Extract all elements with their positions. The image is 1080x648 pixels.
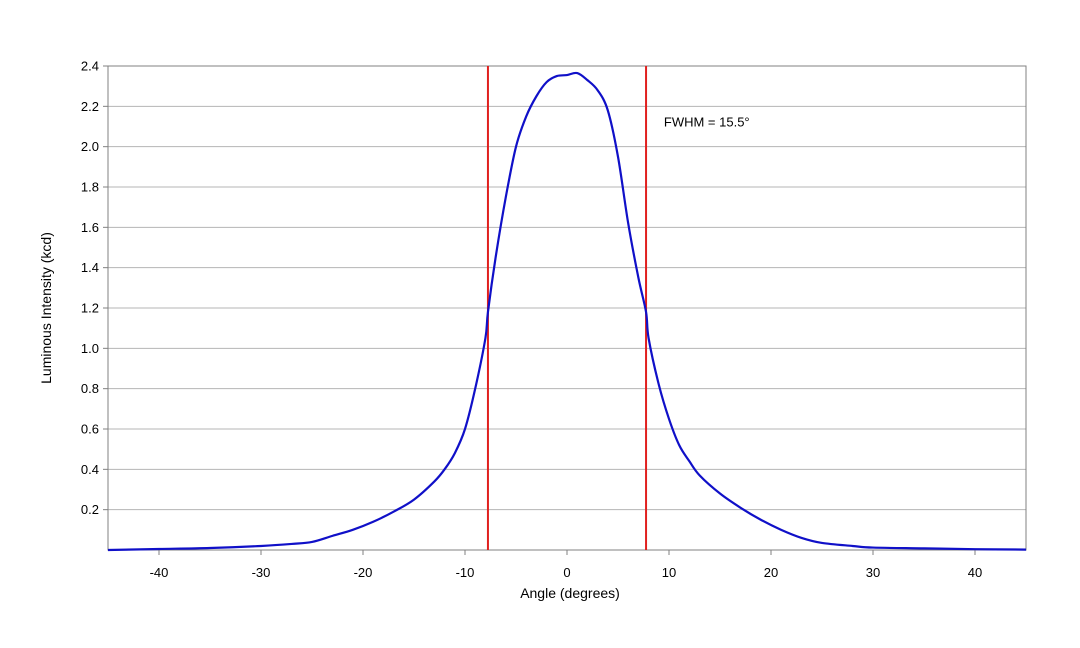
x-tick-label: 10 bbox=[662, 565, 676, 580]
y-axis-title: Luminous Intensity (kcd) bbox=[38, 232, 54, 384]
y-tick-label: 2.2 bbox=[81, 99, 99, 114]
y-tick-label: 0.2 bbox=[81, 502, 99, 517]
y-tick-label: 1.0 bbox=[81, 341, 99, 356]
y-tick-label: 0.4 bbox=[81, 462, 99, 477]
x-axis: -40 -30 -20 -10 0 10 20 30 40 bbox=[150, 550, 982, 580]
y-tick-label: 0.6 bbox=[81, 422, 99, 437]
y-tick-label: 2.4 bbox=[81, 59, 99, 74]
annotations: FWHM = 15.5° bbox=[664, 115, 750, 130]
fwhm-annotation: FWHM = 15.5° bbox=[664, 115, 750, 130]
x-tick-label: 40 bbox=[968, 565, 982, 580]
x-tick-label: -10 bbox=[456, 565, 475, 580]
y-tick-label: 1.2 bbox=[81, 301, 99, 316]
y-axis: 0.2 0.4 0.6 0.8 1.0 1.2 1.4 1.6 1.8 2.0 2.2 2.4 bbox=[81, 59, 108, 517]
x-tick-label: -30 bbox=[252, 565, 271, 580]
x-axis-title: Angle (degrees) bbox=[520, 585, 620, 601]
x-tick-label: -20 bbox=[354, 565, 373, 580]
x-tick-label: -40 bbox=[150, 565, 169, 580]
series-group bbox=[107, 71, 1027, 552]
y-tick-label: 1.4 bbox=[81, 260, 99, 275]
x-tick-label: 30 bbox=[866, 565, 880, 580]
grid-lines bbox=[108, 65, 1026, 511]
y-tick-label: 1.6 bbox=[81, 220, 99, 235]
x-tick-label: 0 bbox=[563, 565, 570, 580]
x-tick-label: 20 bbox=[764, 565, 778, 580]
y-tick-label: 0.8 bbox=[81, 381, 99, 396]
series-line bbox=[107, 71, 1027, 552]
y-tick-label: 1.8 bbox=[81, 180, 99, 195]
y-tick-label: 2.0 bbox=[81, 139, 99, 154]
